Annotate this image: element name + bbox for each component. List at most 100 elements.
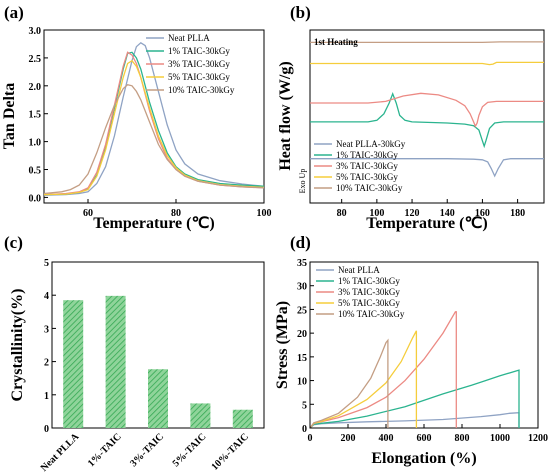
panel-d-ytick-label: 10	[297, 377, 307, 388]
panel-a-ytick-label: 0.5	[29, 166, 42, 177]
panel-d-ytick-label: 15	[297, 353, 307, 364]
panel-d-ytick-label: 20	[297, 329, 307, 340]
panel-a-tan-delta-chart: 60 80 100 0.0 0.5 1.0 1.5 2.0 2.5 3.0 Temperature…	[1, 26, 272, 232]
panel-a-frame	[43, 29, 265, 204]
panel-d-xtick-label: 400	[379, 433, 394, 444]
panel-c-category-label: 3%-TAIC	[128, 431, 166, 469]
panel-b-xtick-label: 160	[475, 208, 490, 219]
panel-a-ytick-label: 1.5	[29, 110, 42, 121]
panel-b-series-group	[310, 41, 544, 178]
panel-b-dsc-chart: 80 100 120 140 160 180 1st Heating Temperatur…	[277, 29, 545, 232]
panel-d-ytick-label: 25	[297, 305, 307, 316]
panel-d-xtick-label: 1000	[490, 433, 510, 444]
panel-a-ytick-label: 2.0	[29, 82, 42, 93]
panel-a-legend: Neat PLLA 1% TAIC-30kGy 3% TAIC-30kGy 5% TA…	[146, 33, 235, 95]
panel-a-ytick-label: 0.0	[29, 193, 42, 204]
panel-a-ytick-label: 3.0	[29, 26, 42, 37]
panel-d-series-10-taic-30kgy	[309, 338, 389, 429]
panel-a-ytick-label: 2.5	[29, 54, 42, 65]
panel-b-xtick-label: 180	[510, 208, 525, 219]
panel-b-series-3-taic-30kgy	[310, 92, 544, 128]
panel-c-ytick-label: 2	[44, 358, 49, 369]
panel-c-bar-3-taic	[148, 369, 168, 428]
panel-b-series-5-taic-30kgy	[310, 61, 544, 66]
panel-b-annotation: 1st Heating	[314, 37, 358, 47]
panel-a-legend-entry-1: Neat PLLA	[168, 33, 210, 43]
panel-b-xtick-label: 100	[369, 208, 384, 219]
panel-b-legend-entry-5: 10% TAIC-30kGy	[336, 183, 403, 193]
panel-b-xlabel: Temperature (℃)	[366, 215, 488, 232]
panel-c-ytick-label: 0	[44, 424, 49, 435]
panel-d-legend-entry-3: 3% TAIC-30kGy	[338, 287, 400, 297]
panel-c-crystallinity-chart: Neat PLLA 1%-TAIC 3%-TAIC 5%-TAIC 10%-TAIC 0 1…	[9, 258, 265, 474]
panel-d-series-5-taic-30kgy	[309, 330, 418, 429]
panel-b-side-label: Exo Up	[298, 169, 307, 194]
panel-a-legend-entry-5: 10% TAIC-30kGy	[168, 85, 235, 95]
panel-c-ytick-label: 1	[44, 391, 49, 402]
panel-a-series-10-taic-30kgy	[43, 83, 265, 195]
panel-d-ytick-label: 35	[297, 258, 307, 269]
panel-c-ytick-label: 5	[44, 258, 49, 269]
panel-a-series-neat-plla	[43, 41, 265, 196]
panel-c-ytick-label: 4	[44, 291, 49, 302]
panel-d-ticks: 0 200 400 600 800 1000 1200 0 5 10 15 20 25 30 35	[297, 258, 548, 444]
panel-b-xtick-label: 140	[440, 208, 455, 219]
panel-b-legend-entry-4: 5% TAIC-30kGy	[336, 172, 398, 182]
panel-a-ylabel: Tan Delta	[1, 83, 18, 150]
panel-d-series-1-taic-30kgy	[309, 369, 520, 429]
panel-d-xtick-label: 0	[308, 433, 313, 444]
panel-b-legend-entry-1: Neat PLLA-30kGy	[336, 139, 406, 149]
panel-a-legend-entry-2: 1% TAIC-30kGy	[168, 46, 230, 56]
panel-b-ticks: 80 100 120 140 160 180	[337, 199, 525, 219]
panel-b-ylabel: Heat flow (W/g)	[277, 61, 294, 170]
panel-b-xtick-label: 120	[405, 208, 420, 219]
panel-c-bars	[63, 295, 253, 428]
panel-d-legend-entry-4: 5% TAIC-30kGy	[338, 298, 400, 308]
panel-d-ylabel: Stress (MPa)	[274, 301, 291, 389]
panel-a-ticks: 60 80 100 0.0 0.5 1.0 1.5 2.0 2.5 3.0	[29, 26, 272, 219]
panel-label-a: (a)	[4, 3, 24, 22]
panel-a-ytick-label: 1.0	[29, 138, 42, 149]
panel-b-legend-entry-2: 1% TAIC-30kGy	[336, 150, 398, 160]
panel-label-b: (b)	[290, 3, 311, 22]
panel-c-bar-10-taic	[232, 409, 253, 428]
panel-d-ytick-label: 0	[302, 424, 307, 435]
panel-a-xlabel: Temperature (℃)	[93, 215, 215, 232]
panel-c-bar-1-taic	[105, 295, 126, 428]
panel-a-series-5-taic-30kgy	[43, 59, 265, 196]
panel-d-ytick-label: 5	[302, 400, 307, 411]
panel-label-d: (d)	[290, 233, 311, 252]
panel-d-xtick-label: 1200	[528, 433, 548, 444]
panel-d-series-group	[309, 311, 520, 429]
panel-d-xtick-label: 800	[455, 433, 470, 444]
panel-b-series-neat-plla-30kgy	[310, 158, 544, 178]
panel-a-legend-entry-4: 5% TAIC-30kGy	[168, 72, 230, 82]
panel-c-category-label: 5%-TAIC	[171, 431, 209, 469]
panel-d-ytick-label: 30	[297, 282, 307, 293]
panel-b-series-1-taic-30kgy	[310, 91, 544, 149]
panel-d-xtick-label: 200	[341, 433, 356, 444]
panel-d-legend-entry-1: Neat PLLA	[338, 265, 380, 275]
panel-a-series-group	[43, 41, 265, 196]
panel-b-xtick-label: 80	[337, 208, 347, 219]
panel-c-category-label: Neat PLLA	[39, 431, 82, 474]
panel-c-category-label: 1%-TAIC	[86, 431, 124, 469]
panel-d-series-3-taic-30kgy	[309, 311, 457, 429]
panel-d-legend-entry-2: 1% TAIC-30kGy	[338, 276, 400, 286]
panel-c-ytick-label: 3	[44, 324, 49, 335]
panel-c-bar-neat-plla	[63, 300, 84, 428]
panel-d-xlabel: Elongation (%)	[371, 450, 476, 467]
panel-c-ylabel: Crystallinity(%)	[9, 289, 26, 402]
panel-label-c: (c)	[4, 233, 23, 252]
panel-d-legend-entry-5: 10% TAIC-30kGy	[338, 309, 405, 319]
panel-a-xtick-label: 100	[257, 208, 272, 219]
panel-b-frame	[309, 29, 545, 204]
panel-a-xtick-label: 60	[83, 208, 93, 219]
panel-d-stress-strain-chart: 0 200 400 600 800 1000 1200 0 5 10 15 20 25 30 35 Elon…	[274, 258, 548, 467]
panel-c-category-label: 10%-TAIC	[209, 431, 250, 472]
panel-b-series-10-taic-30kgy	[310, 41, 544, 44]
panel-d-xtick-label: 600	[417, 433, 432, 444]
